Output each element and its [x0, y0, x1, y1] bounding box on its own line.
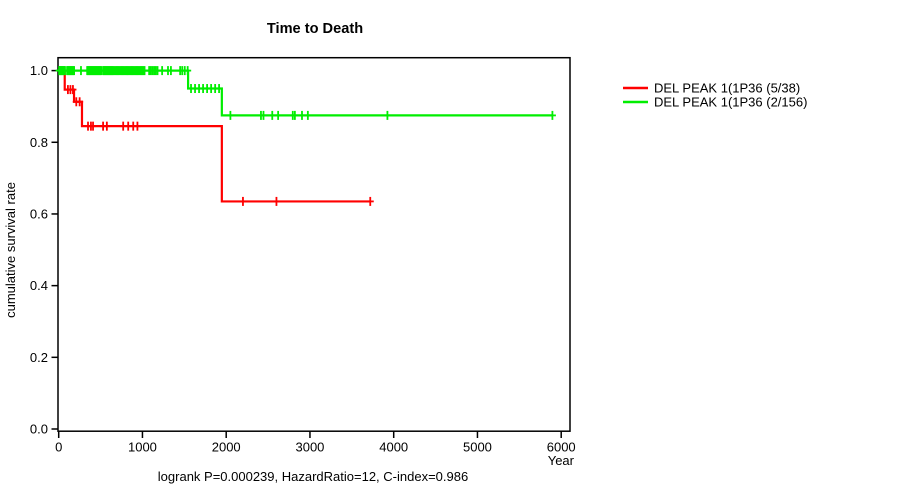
chart-title: Time to Death [267, 21, 363, 37]
x-tick-label: 6000 [547, 440, 576, 455]
legend: DEL PEAK 1(1P36 (5/38) DEL PEAK 1(1P36 (… [623, 81, 807, 110]
y-tick-label: 0.2 [30, 350, 48, 365]
axis-ticks: 0 1000 2000 3000 4000 5000 6000 0.0 0.2 0.4 0.6 0.8… [30, 63, 576, 454]
legend-label-green: DEL PEAK 1(1P36 (2/156) [654, 95, 807, 110]
y-tick-label: 1.0 [30, 63, 48, 78]
legend-label-red: DEL PEAK 1(1P36 (5/38) [654, 81, 800, 96]
y-tick-label: 0.8 [30, 135, 48, 150]
plot-border [57, 56, 571, 432]
stats-caption: logrank P=0.000239, HazardRatio=12, C-in… [158, 469, 468, 484]
survival-curves [55, 66, 556, 206]
x-tick-label: 1000 [128, 440, 157, 455]
x-tick-label: 5000 [463, 440, 492, 455]
km-curve-green [58, 69, 553, 117]
x-tick-label: 2000 [212, 440, 241, 455]
x-tick-label: 0 [55, 440, 62, 455]
x-axis-label: Year [548, 453, 575, 468]
y-tick-label: 0.6 [30, 207, 48, 222]
x-tick-label: 4000 [379, 440, 408, 455]
y-tick-label: 0.4 [30, 278, 48, 293]
y-tick-label: 0.0 [30, 422, 48, 437]
x-tick-label: 3000 [295, 440, 324, 455]
y-axis-label: cumulative survival rate [3, 182, 18, 318]
